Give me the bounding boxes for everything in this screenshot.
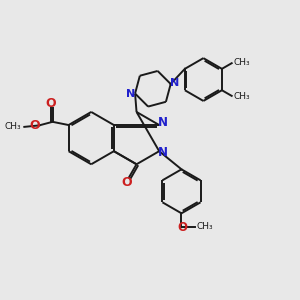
Text: O: O (121, 176, 132, 189)
Text: O: O (45, 97, 56, 110)
Text: CH₃: CH₃ (233, 92, 250, 101)
Text: O: O (30, 119, 40, 132)
Text: O: O (178, 221, 188, 234)
Text: N: N (158, 116, 168, 129)
Text: CH₃: CH₃ (4, 122, 21, 131)
Text: N: N (126, 89, 136, 99)
Text: CH₃: CH₃ (196, 222, 213, 231)
Text: N: N (170, 78, 179, 88)
Text: CH₃: CH₃ (233, 58, 250, 67)
Text: N: N (158, 146, 168, 159)
